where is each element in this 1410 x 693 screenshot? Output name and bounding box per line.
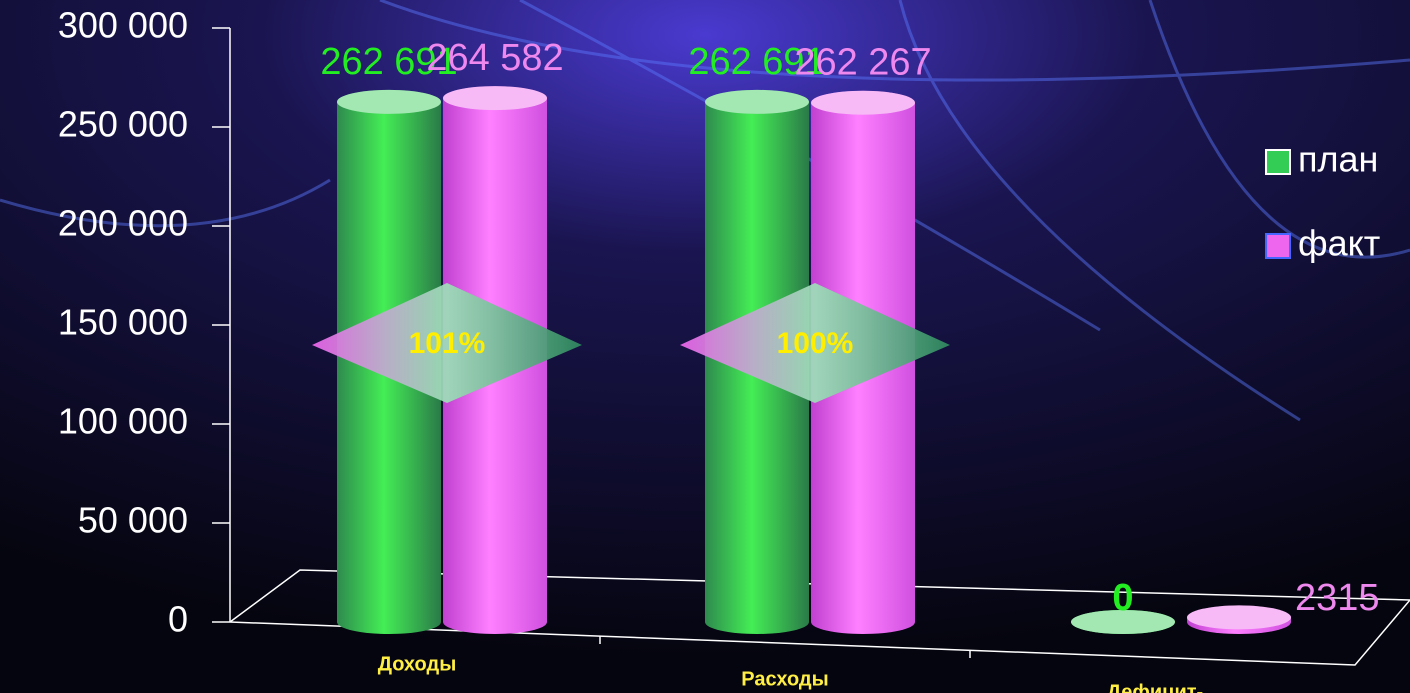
legend-swatch: [1266, 150, 1290, 174]
y-tick-label: 300 000: [58, 5, 188, 46]
bar-base: [811, 610, 915, 634]
legend-label: факт: [1298, 223, 1380, 264]
annotation: 101%: [409, 327, 486, 360]
data-label: 264 582: [426, 37, 563, 79]
annotation: 100%: [777, 327, 854, 360]
y-tick-label: 50 000: [78, 500, 188, 541]
x-tick-label: Дефицит-: [1107, 681, 1203, 693]
data-label: 262 267: [794, 42, 931, 84]
x-tick-label: Расходы: [741, 668, 828, 690]
x-tick-label: Доходы: [378, 653, 457, 675]
bar-top-shine: [337, 90, 441, 114]
chart: 0 50 000 100 000 150 000 200 000 250 000 300 0…: [0, 0, 1410, 693]
y-tick-label: 100 000: [58, 401, 188, 442]
bar-top-shine: [443, 86, 547, 110]
legend-label: план: [1298, 139, 1378, 180]
y-tick-label: 0: [168, 599, 188, 640]
data-label: 2315: [1295, 577, 1380, 619]
bar-top-shine: [705, 90, 809, 114]
y-tick-label: 200 000: [58, 203, 188, 244]
bar-base: [443, 610, 547, 634]
legend-swatch: [1266, 234, 1290, 258]
y-tick-label: 250 000: [58, 104, 188, 145]
bar-top-shine: [811, 91, 915, 115]
y-tick-label: 150 000: [58, 302, 188, 343]
bar-base: [705, 610, 809, 634]
bar-base: [337, 610, 441, 634]
bar-top-shine: [1187, 605, 1291, 629]
data-label: 0: [1112, 577, 1133, 619]
